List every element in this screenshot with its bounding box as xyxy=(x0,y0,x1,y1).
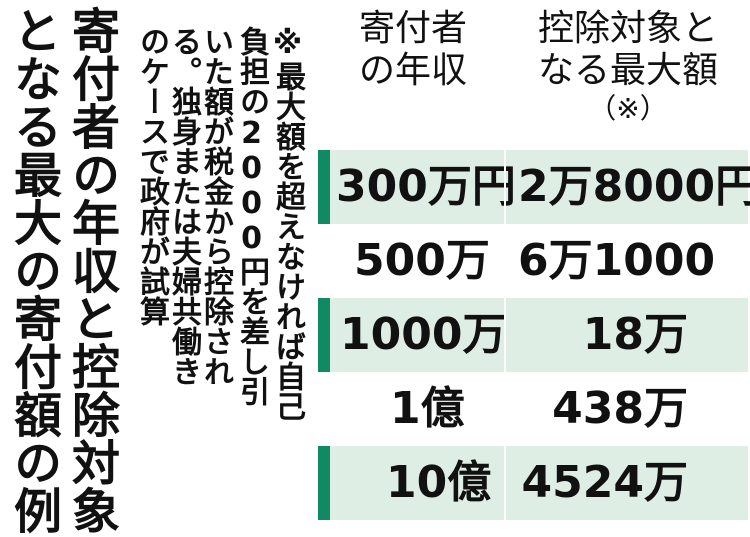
header-income: 寄付者の年収 xyxy=(318,8,508,148)
header-max-deduction: 控除対象となる最大額 （※） xyxy=(508,8,748,148)
header-max-note: （※） xyxy=(588,92,668,125)
footnote-line-2: 負担の2000円を差し引 xyxy=(234,26,269,406)
table-row: 10億 4524万 xyxy=(318,446,748,520)
title-line-1: 寄付者の年収と控除対象 xyxy=(63,6,119,534)
table-row: 500万 6万1000 xyxy=(318,224,748,298)
column-divider xyxy=(504,8,506,525)
row-accent xyxy=(318,298,330,372)
row-accent xyxy=(318,150,330,224)
table-row: 1億 438万 xyxy=(318,372,748,446)
footnote-line-5: のケースで政府が試算 xyxy=(134,26,169,326)
max-cell: 2万8000円 xyxy=(518,161,750,212)
max-cell: 438万 xyxy=(552,383,688,434)
table-row: 300万円 2万8000円 xyxy=(318,150,750,224)
table-row: 1000万 18万 xyxy=(318,298,748,372)
income-cell: 300万円 xyxy=(336,161,516,212)
footnote-line-4: る。独身または夫婦共働き xyxy=(166,26,201,386)
max-cell: 6万1000 xyxy=(518,235,716,286)
footnote-line-3: いた額が税金から控除され xyxy=(198,26,233,386)
max-cell: 18万 xyxy=(582,309,688,360)
donation-table: 寄付者の年収 控除対象となる最大額 （※） 300万円 2万8000円 500万… xyxy=(318,8,750,525)
income-cell: 1億 xyxy=(390,383,465,434)
income-cell: 1000万 xyxy=(340,309,507,360)
footnote-line-1: ※最大額を超えなければ自己 xyxy=(270,26,305,421)
title-line-2: となる最大の寄付額の例 xyxy=(5,6,61,534)
header-max-label: 控除対象となる最大額 xyxy=(537,8,718,91)
max-cell: 4524万 xyxy=(521,457,688,508)
header-income-label: 寄付者の年収 xyxy=(358,8,467,91)
income-cell: 10億 xyxy=(386,457,492,508)
income-cell: 500万 xyxy=(354,235,490,286)
row-accent xyxy=(318,446,330,520)
